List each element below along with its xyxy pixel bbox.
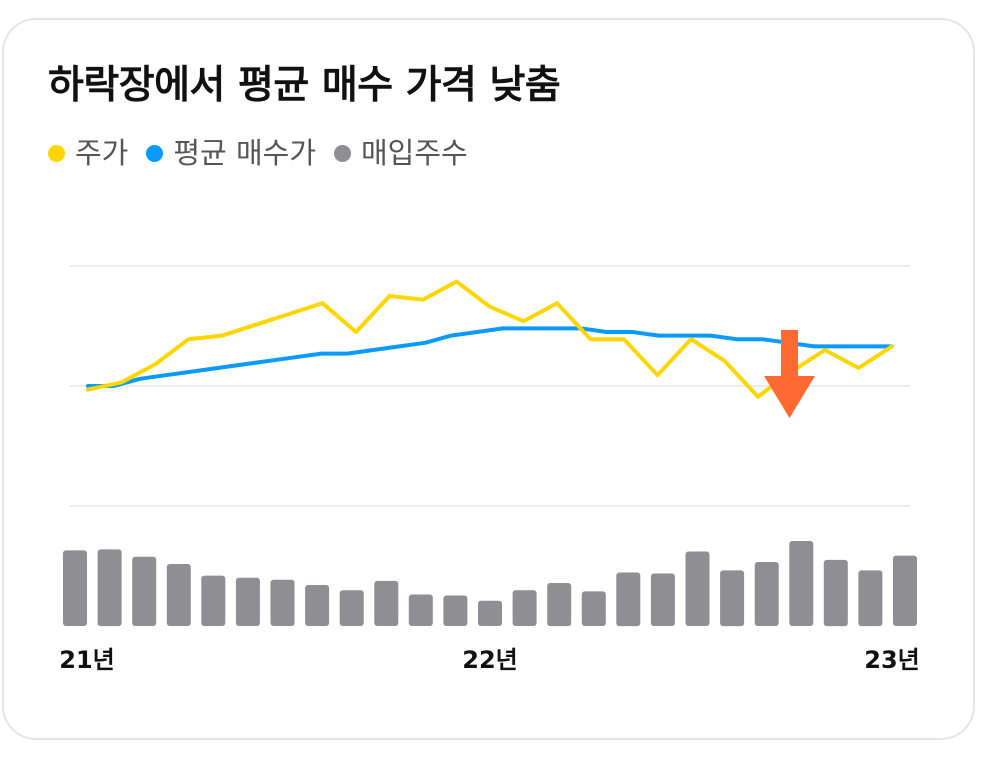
- legend-item-shares: 매입주수: [334, 139, 468, 168]
- legend-dot-avg-price: [146, 145, 164, 162]
- shares-bar: [616, 572, 641, 627]
- legend-label-shares: 매입주수: [361, 136, 468, 170]
- legend-label-price: 주가: [75, 136, 129, 170]
- legend-label-avg-price: 평균 매수가: [173, 136, 316, 170]
- shares-bar: [650, 573, 675, 626]
- shares-bar: [789, 541, 814, 626]
- legend: 주가 평균 매수가 매입주수: [48, 139, 486, 168]
- arrow-down-icon: [764, 376, 815, 418]
- stock-price-line: [86, 279, 894, 399]
- shares-bar: [235, 577, 260, 626]
- legend-item-avg-price: 평균 매수가: [146, 139, 316, 168]
- shares-bar: [97, 549, 122, 627]
- legend-item-price: 주가: [48, 139, 128, 168]
- shares-bar: [339, 590, 364, 626]
- x-tick-label: 22년: [462, 646, 517, 674]
- shares-bar: [408, 594, 433, 626]
- x-tick-label: 23년: [864, 646, 919, 674]
- shares-bar: [685, 551, 710, 626]
- shares-bar: [132, 556, 157, 626]
- shares-bar: [478, 600, 502, 626]
- chart-title: 하락장에서 평균 매수 가격 낮춤: [48, 63, 561, 108]
- shares-bar: [754, 562, 779, 626]
- line-series-group: [86, 279, 894, 399]
- legend-dot-shares: [334, 145, 351, 162]
- shares-bar: [374, 580, 399, 626]
- shares-bar: [581, 591, 606, 626]
- shares-bar: [547, 583, 572, 627]
- shares-bar: [270, 579, 295, 626]
- shares-bar: [823, 559, 848, 627]
- arrow-shaft: [781, 330, 798, 378]
- x-axis-ticks: 21년 22년 23년: [59, 646, 919, 674]
- bar-series-shares: [63, 541, 917, 627]
- avg-price-line: [86, 326, 894, 388]
- shares-bar: [201, 575, 226, 626]
- shares-bar: [443, 595, 468, 626]
- shares-bar: [63, 550, 87, 626]
- shares-bar: [166, 564, 191, 626]
- shares-bar: [512, 590, 537, 626]
- shares-bar: [720, 570, 745, 627]
- shares-bar: [893, 555, 917, 626]
- legend-dot-price: [48, 145, 65, 162]
- shares-bar: [858, 570, 883, 627]
- annotation-arrow: [764, 330, 815, 418]
- shares-bar: [305, 585, 330, 626]
- x-tick-label: 21년: [59, 646, 114, 674]
